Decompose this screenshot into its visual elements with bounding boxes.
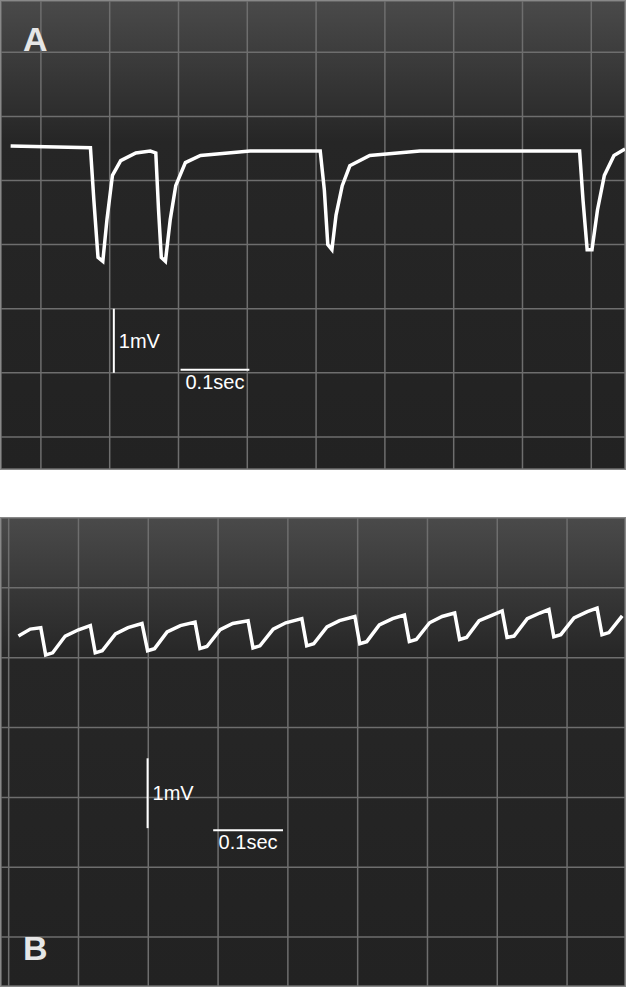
svg-text:0.1sec: 0.1sec	[219, 831, 278, 853]
html-text:B: B	[23, 929, 48, 967]
svg-text:0.1sec: 0.1sec	[185, 371, 244, 393]
svg-text:1mV: 1mV	[153, 782, 195, 804]
html-text:A: A	[23, 20, 48, 58]
svg-text:1mV: 1mV	[119, 330, 161, 352]
